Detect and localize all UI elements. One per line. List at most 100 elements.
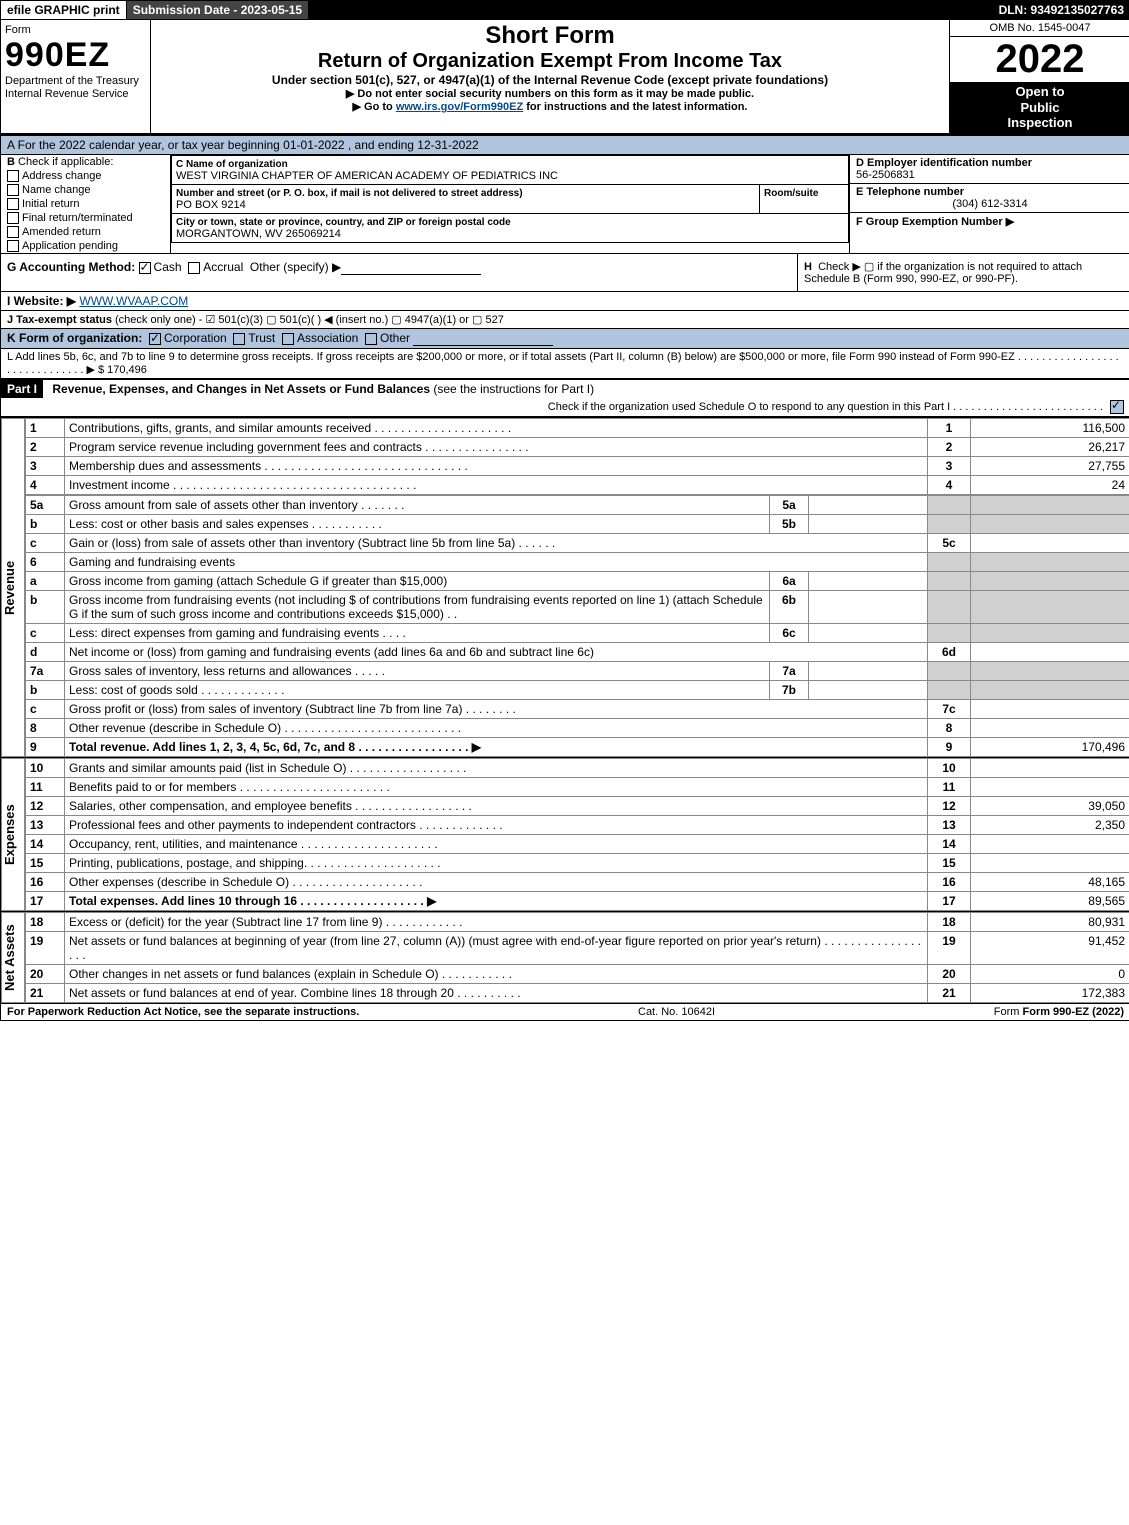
footer-right: Form Form 990-EZ (2022) [994,1006,1124,1018]
r5b-amt-shade [971,514,1129,533]
part1-label: Part I [1,380,43,398]
row-desc: Benefits paid to or for members . . . . … [65,777,928,796]
r6d-desc: Net income or (loss) from gaming and fun… [65,642,928,661]
r7b-val [809,680,928,699]
r7b-num: b [26,680,65,699]
chk-accrual[interactable] [188,262,200,274]
ssn-note: ▶ Do not enter social security numbers o… [155,87,945,100]
r7a-amt-shade [971,661,1129,680]
i-website-row: I Website: ▶ WWW.WVAAP.COM [1,292,1129,311]
dept-irs: Internal Revenue Service [5,88,129,100]
open2: Public [1020,100,1059,115]
form-number: 990EZ [5,36,110,74]
city-label: City or town, state or province, country… [176,217,511,228]
chk-trust[interactable] [233,333,245,345]
j-label: J Tax-exempt status [7,314,112,326]
r7a-box: 7a [770,661,809,680]
expenses-section: Expenses 10Grants and similar amounts pa… [1,757,1129,911]
revenue-section: Revenue 1Contributions, gifts, grants, a… [1,417,1129,757]
table-row: 4Investment income . . . . . . . . . . .… [26,475,1129,494]
r6a-desc: Gross income from gaming (attach Schedul… [65,571,770,590]
lbl-accrual: Accrual [203,260,243,274]
chk-initial-return[interactable] [7,198,19,210]
section-b: B Check if applicable: Address change Na… [1,155,171,254]
row-desc: Investment income . . . . . . . . . . . … [65,475,928,494]
footer-left: For Paperwork Reduction Act Notice, see … [7,1006,359,1018]
e-label: E Telephone number [856,186,964,198]
row-desc: Contributions, gifts, grants, and simila… [65,418,928,437]
website-link[interactable]: WWW.WVAAP.COM [79,294,188,308]
r5b-box: 5b [770,514,809,533]
h-label: H [804,261,812,273]
dept-treasury: Department of the Treasury [5,75,139,87]
row-num: 17 [26,891,65,910]
row-6a: a Gross income from gaming (attach Sched… [26,571,1129,590]
lbl-cash: Cash [154,260,182,274]
r5a-box: 5a [770,495,809,514]
section-def: D Employer identification number 56-2506… [850,155,1129,254]
row-desc: Net assets or fund balances at end of ye… [65,983,928,1002]
lbl-other-org: Other [380,331,410,345]
other-method-blank [341,262,481,275]
r5c-rn: 5c [928,533,971,552]
table-row: 13Professional fees and other payments t… [26,815,1129,834]
chk-association[interactable] [282,333,294,345]
c-label: C [176,159,183,170]
lbl-application-pending: Application pending [22,240,118,252]
row-6d: d Net income or (loss) from gaming and f… [26,642,1129,661]
table-row: 1Contributions, gifts, grants, and simil… [26,418,1129,437]
r6b-amt-shade [971,590,1129,623]
goto-line: ▶ Go to www.irs.gov/Form990EZ for instru… [155,100,945,113]
row-desc: Membership dues and assessments . . . . … [65,456,928,475]
footer-right-text: Form 990-EZ (2022) [1023,1006,1124,1018]
row-desc: Grants and similar amounts paid (list in… [65,758,928,777]
r7c-desc: Gross profit or (loss) from sales of inv… [65,699,928,718]
row-6b: b Gross income from fundraising events (… [26,590,1129,623]
row-rn: 17 [928,891,971,910]
telephone-value: (304) 612-3314 [856,198,1124,210]
irs-link[interactable]: www.irs.gov/Form990EZ [396,101,523,113]
lbl-final-return: Final return/terminated [22,212,133,224]
row-num: 19 [26,931,65,964]
chk-application-pending[interactable] [7,240,19,252]
row-desc: Occupancy, rent, utilities, and maintena… [65,834,928,853]
row-amt: 27,755 [971,456,1129,475]
row-rn: 10 [928,758,971,777]
street-value: PO BOX 9214 [176,199,246,211]
chk-amended-return[interactable] [7,226,19,238]
submission-date: Submission Date - 2023-05-15 [127,1,309,19]
chk-name-change[interactable] [7,184,19,196]
row-desc: Total expenses. Add lines 10 through 16 … [65,891,928,910]
expenses-vlabel: Expenses [1,758,25,911]
row-num: 3 [26,456,65,475]
r8-rn: 8 [928,718,971,737]
row-num: 21 [26,983,65,1002]
row-num: 2 [26,437,65,456]
r6-num: 6 [26,552,65,571]
row-desc: Net assets or fund balances at beginning… [65,931,928,964]
g-accounting: G Accounting Method: Cash Accrual Other … [1,254,797,291]
chk-schedule-o-part1[interactable] [1110,400,1124,414]
r6a-num: a [26,571,65,590]
row-amt [971,758,1129,777]
r6-rn-shade [928,552,971,571]
r6a-rn-shade [928,571,971,590]
chk-cash[interactable] [139,262,151,274]
org-info-table: C Name of organization WEST VIRGINIA CHA… [171,155,849,243]
tax-year: 2022 [950,37,1129,82]
r7b-rn-shade [928,680,971,699]
r6c-rn-shade [928,623,971,642]
chk-address-change[interactable] [7,170,19,182]
r5a-desc: Gross amount from sale of assets other t… [65,495,770,514]
chk-corporation[interactable] [149,333,161,345]
r6-amt-shade [971,552,1129,571]
section-c: C Name of organization WEST VIRGINIA CHA… [171,155,850,254]
r7a-num: 7a [26,661,65,680]
chk-other-org[interactable] [365,333,377,345]
table-row: 17Total expenses. Add lines 10 through 1… [26,891,1129,910]
r7a-rn-shade [928,661,971,680]
chk-final-return[interactable] [7,212,19,224]
row-rn: 19 [928,931,971,964]
net-assets-section: Net Assets 18Excess or (deficit) for the… [1,911,1129,1003]
r6c-val [809,623,928,642]
